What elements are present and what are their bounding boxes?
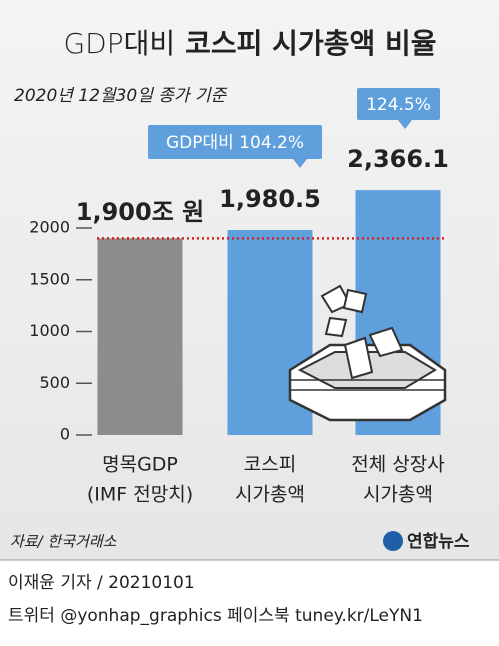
callout-pointer: [293, 159, 307, 168]
credit: 이재윤 기자 / 20210101: [8, 573, 195, 593]
x-tick-label: 시가총액: [235, 484, 305, 506]
x-tick-label: (IMF 전망치): [87, 484, 193, 506]
title-bold: 코스피 시가총액 비율: [185, 27, 436, 60]
callout-pointer: [398, 120, 412, 129]
y-tick-label: 2000: [29, 218, 70, 237]
bar: [97, 238, 183, 435]
logo-icon: [383, 531, 403, 551]
box-illustration: [288, 284, 447, 422]
value-label: 2,366.1: [347, 145, 449, 173]
callout-box: [148, 125, 322, 159]
x-tick-label: 코스피: [244, 454, 296, 476]
value-label: 1,900조 원: [76, 198, 204, 226]
title-light: GDP대비: [63, 27, 175, 60]
callout-text: GDP대비 104.2%: [166, 133, 304, 153]
logo: 연합뉴스: [407, 531, 470, 552]
callout-text: 124.5%: [366, 95, 431, 115]
x-tick-label: 명목GDP: [102, 454, 178, 476]
value-label: 1,980.5: [219, 185, 321, 213]
chart-title: GDP대비 코스피 시가총액 비율: [63, 27, 436, 60]
source: 자료/ 한국거래소: [10, 533, 117, 551]
y-tick-label: 0: [60, 425, 70, 444]
y-tick-label: 1000: [29, 321, 70, 340]
y-tick-label: 500: [39, 373, 70, 392]
social: 트위터 @yonhap_graphics 페이스북 tuney.kr/LeYN1: [8, 606, 423, 626]
x-tick-label: 시가총액: [363, 484, 433, 506]
subtitle: 2020년 12월30일 종가 기준: [14, 86, 228, 106]
x-tick-label: 전체 상장사: [351, 454, 444, 476]
y-tick-label: 1500: [29, 269, 70, 288]
callout-box: [357, 88, 440, 120]
